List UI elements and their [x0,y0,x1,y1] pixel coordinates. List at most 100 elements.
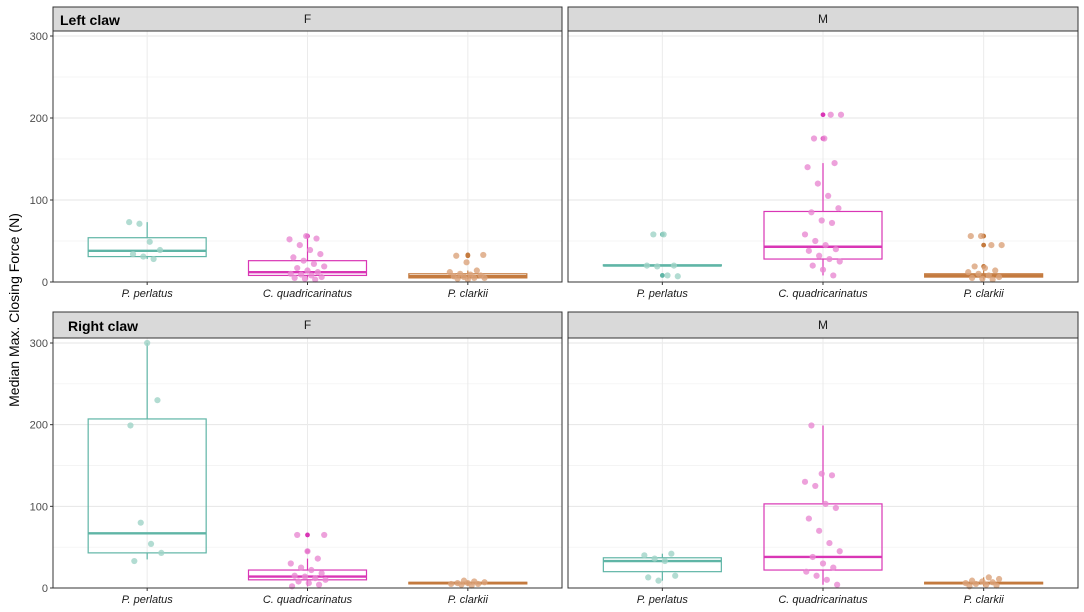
facet-strip-label: F [304,318,311,332]
data-point [825,192,832,199]
y-tick-label: 0 [42,277,48,289]
data-point [127,422,134,429]
box-group-2 [924,232,1044,283]
data-point [975,270,982,277]
data-point [830,564,837,571]
data-point [313,235,320,242]
data-point [967,232,974,240]
facet-strip [567,311,1079,339]
data-point [288,583,296,590]
box-group-1 [763,422,883,588]
data-point [816,252,823,259]
data-point [480,251,487,259]
y-tick-label: 100 [30,195,48,207]
y-tick-label: 200 [30,113,48,125]
data-point [809,262,816,269]
data-point [672,572,679,579]
x-tick-label: P. clarkii [964,594,1005,606]
data-point [832,504,839,512]
data-point [985,272,992,279]
x-tick-label: C. quadricarinatus [778,594,868,606]
data-point [819,266,827,273]
data-point [294,531,301,539]
facet-strip [52,6,563,32]
box-iqr [87,237,207,258]
x-tick-label: C. quadricarinatus [778,288,868,300]
data-point [297,564,305,571]
data-point [968,274,976,281]
data-point [287,270,294,277]
data-point [979,275,986,282]
data-point [836,258,843,265]
data-point [154,397,161,404]
data-point [818,217,825,224]
data-point [650,231,657,238]
data-point [818,470,825,477]
data-point [651,555,658,562]
facet-strip [567,6,1079,32]
box-group-0 [87,219,207,263]
data-point [150,255,157,263]
data-point [816,527,823,534]
data-point [291,572,298,579]
data-point [972,580,980,588]
data-point [304,267,311,274]
data-point [664,272,671,279]
data-point [966,583,973,590]
data-point [481,274,488,281]
data-point [137,519,144,526]
data-point [481,579,488,586]
data-point [475,580,482,588]
data-point [318,273,325,281]
data-point [661,557,669,565]
data-point [315,581,323,588]
panel-0-1: M P. perlatus C. quadricarinatus P. clarkii [567,6,1079,300]
box-group-0 [602,231,722,280]
data-point [821,135,828,142]
data-point [322,576,329,583]
data-point [468,582,475,589]
data-point [296,242,303,249]
data-point [463,259,470,266]
data-point [822,242,829,249]
data-point [998,242,1005,249]
data-point [314,269,321,276]
data-point [454,275,461,282]
data-point [446,269,453,276]
data-point [140,253,147,260]
data-point [291,274,298,281]
data-point [822,500,829,507]
data-point [832,246,839,253]
data-point [321,263,328,270]
box-group-2 [408,577,528,589]
data-point [801,478,809,485]
data-point [983,581,990,588]
box-iqr [602,557,722,573]
data-point [310,260,318,268]
panel-0-0: F 0 100 200 300 P. perlatus C. quadricarinatus… [30,6,563,300]
data-point [965,269,972,276]
data-point [303,232,310,240]
box-group-2 [408,251,528,283]
data-point [981,264,989,272]
data-point [801,231,809,238]
data-point [992,267,999,274]
data-point [814,180,821,187]
data-point [805,247,812,254]
data-point [147,540,155,548]
data-point [453,252,460,259]
data-point [837,111,845,118]
data-point [808,422,815,429]
box-group-2 [924,574,1044,590]
data-point [458,581,465,588]
data-point [300,257,307,264]
data-point [988,242,995,249]
data-point [827,111,834,118]
data-point [473,267,480,274]
data-point [654,263,661,270]
facet-strip-label: M [818,318,828,332]
data-point [129,251,137,258]
data-point [464,276,471,283]
data-point [810,135,818,142]
